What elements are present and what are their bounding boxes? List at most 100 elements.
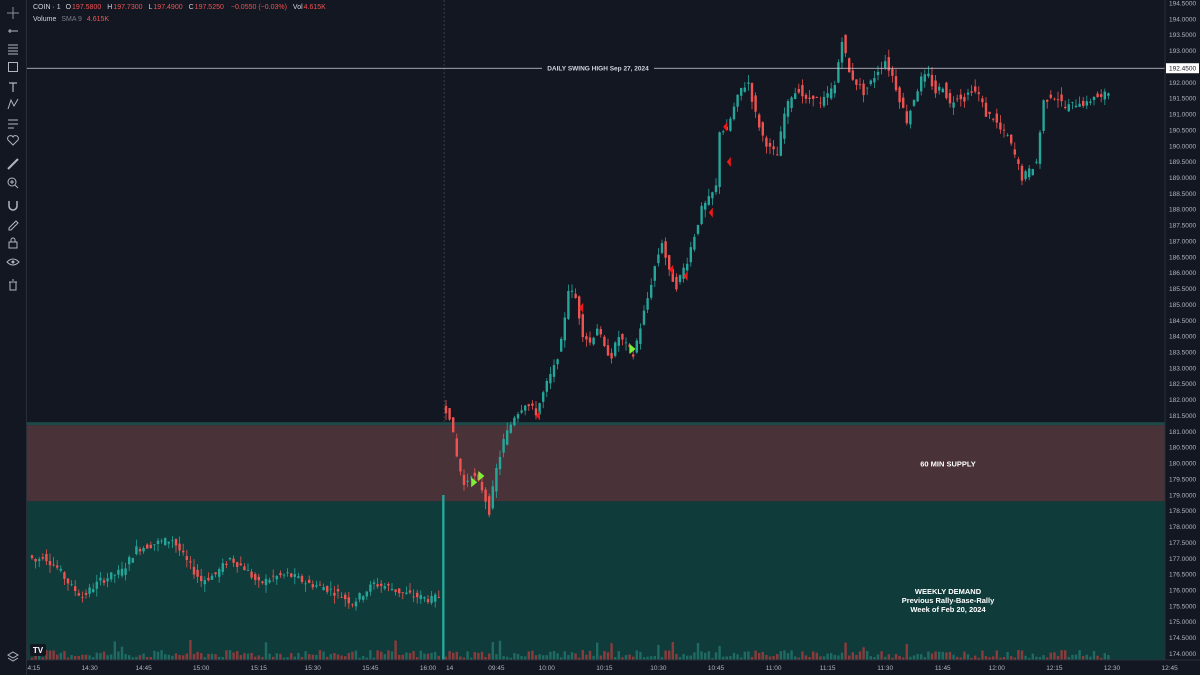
volume-bar	[686, 655, 689, 660]
candle-body	[916, 91, 919, 102]
sell-signal-marker	[536, 410, 540, 421]
volume-bar	[696, 642, 700, 660]
time-tick: 14:15	[27, 665, 41, 672]
ruler-icon[interactable]	[6, 157, 20, 171]
volume-bar	[934, 651, 937, 660]
ohlc-o: O197.5800	[66, 4, 105, 11]
volume-bar	[124, 654, 127, 660]
candle-body	[675, 276, 678, 290]
price-axis[interactable]	[1165, 0, 1200, 675]
volume-bar	[1031, 653, 1034, 660]
forecast-icon[interactable]	[6, 116, 20, 130]
time-tick: 10:00	[539, 665, 556, 672]
ohlc-value: 197.4900	[153, 4, 183, 11]
price-chart[interactable]: DAILY SWING HIGH Sep 27, 2024 60 MIN SUPP…	[27, 0, 1200, 675]
volume-bar	[556, 653, 559, 660]
candle-body	[430, 595, 433, 603]
volume-bar	[520, 655, 523, 660]
volume-bar	[574, 653, 577, 660]
volume-bar	[506, 656, 509, 660]
rectangle-icon[interactable]	[6, 60, 20, 74]
fib-icon[interactable]	[6, 42, 20, 56]
eye-icon[interactable]	[6, 255, 20, 269]
candle-body	[192, 566, 196, 575]
volume-bar	[412, 651, 415, 660]
candle-body	[491, 486, 494, 509]
volume-bar	[153, 650, 156, 660]
volume-bar	[477, 652, 480, 660]
symbol-label[interactable]: COIN · 1	[33, 4, 61, 11]
supply-zone-border	[27, 422, 1165, 426]
heart-icon[interactable]	[6, 133, 20, 147]
candle-body	[574, 293, 577, 298]
candle-body	[765, 137, 768, 147]
price-tick: 175.0000	[1169, 619, 1196, 626]
candle-body	[48, 561, 52, 566]
ohlc-h: H197.7300	[107, 4, 145, 11]
indicator-name[interactable]: Volume	[33, 16, 57, 23]
candle-body	[228, 557, 232, 560]
volume-bar	[444, 656, 448, 660]
candle-body	[750, 83, 754, 102]
candle-body	[117, 569, 120, 575]
candle-body	[286, 572, 289, 574]
candle-body	[1031, 169, 1034, 176]
candle-body	[344, 594, 347, 600]
hline-label: DAILY SWING HIGH Sep 27, 2024	[547, 66, 649, 73]
candle-body	[794, 93, 797, 100]
time-axis[interactable]	[27, 660, 1200, 675]
volume-bar	[657, 644, 660, 660]
candle-body	[63, 572, 66, 579]
volume-bar	[1064, 650, 1067, 660]
volume-bar	[693, 652, 696, 660]
price-tick: 186.0000	[1169, 270, 1196, 277]
candle-body	[480, 481, 484, 491]
pattern-icon[interactable]	[6, 97, 20, 111]
price-tick: 184.5000	[1169, 318, 1196, 325]
candle-body	[459, 458, 462, 472]
layers-icon[interactable]	[6, 650, 20, 664]
volume-bar	[261, 657, 264, 660]
candle-body	[747, 82, 750, 84]
volume-bar	[930, 653, 934, 660]
trash-icon[interactable]	[6, 278, 20, 292]
ohlc-value: 197.5250	[194, 4, 224, 11]
candle-body	[786, 101, 790, 117]
text-icon[interactable]	[6, 80, 20, 94]
volume-bar	[732, 652, 736, 660]
candle-body	[531, 403, 534, 406]
candle-body	[1107, 93, 1110, 96]
candle-body	[405, 592, 408, 594]
candle-body	[160, 540, 163, 542]
time-tick: 15:00	[193, 665, 210, 672]
candle-body	[1067, 104, 1070, 112]
candle-body	[56, 565, 59, 568]
crosshair-icon[interactable]	[6, 6, 20, 20]
price-tick: 180.0000	[1169, 461, 1196, 468]
volume-bar	[736, 654, 739, 660]
ohlc-key: H	[107, 4, 113, 11]
volume-bar	[1028, 657, 1031, 660]
volume-bar	[682, 653, 685, 660]
candle-body	[210, 575, 214, 580]
candle-body	[621, 333, 624, 340]
zoom-in-icon[interactable]	[6, 176, 20, 190]
lock-icon[interactable]	[6, 236, 20, 250]
candle-body	[506, 430, 509, 445]
lock-drawing-icon[interactable]	[6, 217, 20, 231]
volume-bar	[318, 650, 322, 660]
volume-bar	[563, 651, 566, 660]
candle-body	[88, 587, 91, 594]
volume-bar	[700, 651, 703, 660]
tradingview-logo[interactable]: TV	[30, 644, 46, 656]
candle-body	[671, 269, 674, 282]
magnet-icon[interactable]	[6, 198, 20, 212]
volume-bar	[794, 656, 797, 660]
volume-bar	[916, 654, 919, 660]
volume-bar	[362, 655, 365, 660]
candle-body	[840, 41, 844, 63]
trend-line-icon[interactable]	[6, 24, 20, 38]
volume-bar	[59, 652, 62, 660]
volume-bar	[182, 655, 185, 660]
candle-body	[884, 61, 887, 68]
